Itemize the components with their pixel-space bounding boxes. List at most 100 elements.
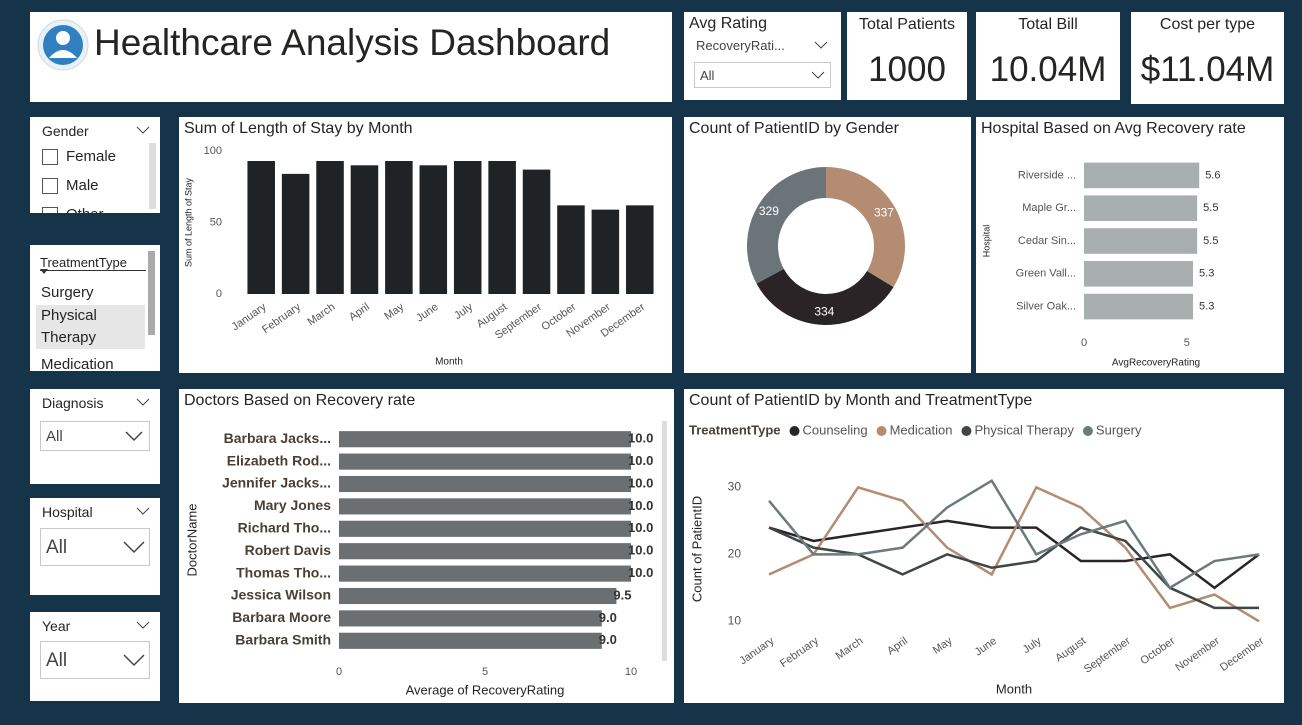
category-label: Barbara Jacks...	[224, 430, 331, 446]
y-axis-label: DoctorName	[184, 504, 199, 577]
slicer-title: Diagnosis	[42, 395, 104, 411]
category-label: Silver Oak...	[1016, 301, 1076, 313]
treatment-slicer[interactable]: TreatmentType Surgery Physical Therapy M…	[30, 245, 160, 371]
option[interactable]: Male	[42, 177, 99, 194]
bar	[339, 453, 631, 470]
bar	[1084, 195, 1198, 221]
dropdown[interactable]: All	[40, 421, 150, 451]
option-label[interactable]: Physical Therapy	[36, 305, 145, 349]
donut-slice	[756, 268, 894, 325]
dropdown[interactable]: All	[694, 62, 831, 88]
data-label: 10.0	[628, 520, 653, 535]
chart-panel: Sum of Length of Stay by Month 0 50 100 Janu…	[179, 117, 672, 373]
sort-arrow	[40, 269, 48, 274]
x-axis-label: Month	[996, 681, 1032, 696]
legend-title: TreatmentType	[689, 422, 781, 437]
chart-panel: Count of PatientID by Gender 337 334 329	[684, 117, 971, 373]
option-label[interactable]: Surgery	[41, 284, 94, 301]
chart: Count of PatientID by Gender 337 334 329	[689, 120, 905, 325]
slicer-title: Year	[42, 618, 71, 634]
x-tick-label: September	[1082, 635, 1133, 676]
x-tick-label: 0	[336, 666, 342, 678]
card-label: Total Patients	[858, 16, 956, 33]
x-tick-label: June	[973, 635, 999, 659]
slicer-value: All	[46, 537, 68, 558]
chart-title: Hospital Based on Avg Recovery rate	[981, 120, 1246, 137]
dropdown[interactable]: All	[40, 641, 150, 679]
scrollbar[interactable]	[148, 251, 155, 335]
x-tick-label: May	[382, 301, 406, 323]
x-tick-label: March	[834, 635, 866, 662]
x-tick-label: 0	[1081, 337, 1087, 349]
chart-panel: Count of PatientID by Month and Treatmen…	[684, 389, 1284, 703]
card-value: $11.04M	[1140, 50, 1275, 89]
chevron	[123, 654, 145, 667]
category-label: Robert Davis	[245, 542, 332, 558]
chart-title: Doctors Based on Recovery rate	[184, 392, 415, 409]
chart-title: Count of PatientID by Month and Treatmen…	[689, 392, 1032, 409]
y-tick-label: 10	[728, 613, 742, 627]
chart: Doctors Based on Recovery rate 0 5 10 Barbar…	[184, 392, 653, 697]
scrollbar[interactable]	[149, 143, 156, 209]
series-line	[768, 526, 1259, 610]
legend-label: Counseling	[803, 422, 868, 437]
y-axis-label: Hospital	[981, 225, 991, 258]
slicer-value: All	[46, 428, 63, 445]
chevron	[814, 41, 828, 49]
x-tick-label: March	[306, 301, 338, 328]
header: Healthcare Analysis Dashboard	[30, 12, 672, 102]
bar	[385, 161, 413, 294]
scrollbar[interactable]	[662, 421, 667, 661]
slicer-value: All	[46, 650, 68, 671]
data-label: 10.0	[628, 565, 653, 580]
diagnosis-slicer[interactable]: Diagnosis All	[30, 389, 160, 484]
avg-rating-slicer[interactable]: Avg Rating RecoveryRati... All	[684, 12, 841, 100]
bar	[626, 205, 654, 294]
bar	[339, 565, 631, 582]
data-label: 329	[759, 204, 779, 218]
data-label: 5.3	[1199, 301, 1214, 313]
y-axis-label: Count of PatientID	[689, 496, 704, 602]
hospital-slicer[interactable]: Hospital All	[30, 498, 160, 595]
data-label: 5.5	[1203, 202, 1218, 214]
data-label: 5.3	[1199, 268, 1214, 280]
x-tick-label: July	[1021, 635, 1044, 656]
dropdown[interactable]: All	[40, 528, 150, 566]
data-label: 10.0	[628, 498, 653, 513]
bar	[350, 165, 379, 294]
option[interactable]: Other	[42, 206, 104, 213]
category-label: Thomas Tho...	[236, 564, 331, 580]
x-tick-label: June	[414, 301, 440, 325]
category-label: Richard Tho...	[238, 520, 331, 536]
chart-panel: Hospital Based on Avg Recovery rate 0 5 Riv…	[976, 117, 1284, 373]
category-label: Jennifer Jacks...	[222, 475, 331, 491]
chevron	[136, 621, 150, 629]
data-label: 5.5	[1203, 235, 1218, 247]
option-label[interactable]: Medication	[41, 356, 114, 371]
option[interactable]: Female	[42, 148, 116, 165]
card-label: Total Bill	[1018, 16, 1078, 33]
dashboard-title: Healthcare Analysis Dashboard	[94, 22, 611, 63]
legend-label: Surgery	[1096, 422, 1142, 437]
data-label: 10.0	[628, 543, 653, 558]
x-tick-label: May	[931, 635, 955, 657]
x-tick-label: 5	[482, 666, 488, 678]
slicer-title: Avg Rating	[689, 15, 767, 32]
bar	[1084, 228, 1198, 254]
gender-slicer[interactable]: Gender Female Male Other	[30, 117, 160, 213]
data-label: 5.6	[1205, 169, 1220, 181]
card-label: Cost per type	[1159, 16, 1256, 33]
data-label: 9.0	[599, 610, 617, 625]
category-label: Riverside ...	[1018, 169, 1076, 181]
category-label: Barbara Smith	[235, 632, 331, 648]
x-tick-label: January	[737, 635, 776, 668]
x-axis-label: Average of RecoveryRating	[406, 682, 565, 697]
y-tick-label: 30	[728, 480, 742, 494]
bar	[419, 165, 448, 294]
x-axis-label: AvgRecoveryRating	[1112, 358, 1200, 369]
chart-title: Count of PatientID by Gender	[689, 120, 900, 137]
year-slicer[interactable]: Year All	[30, 612, 160, 701]
chevron	[811, 71, 825, 79]
x-tick-label: February	[778, 635, 821, 670]
